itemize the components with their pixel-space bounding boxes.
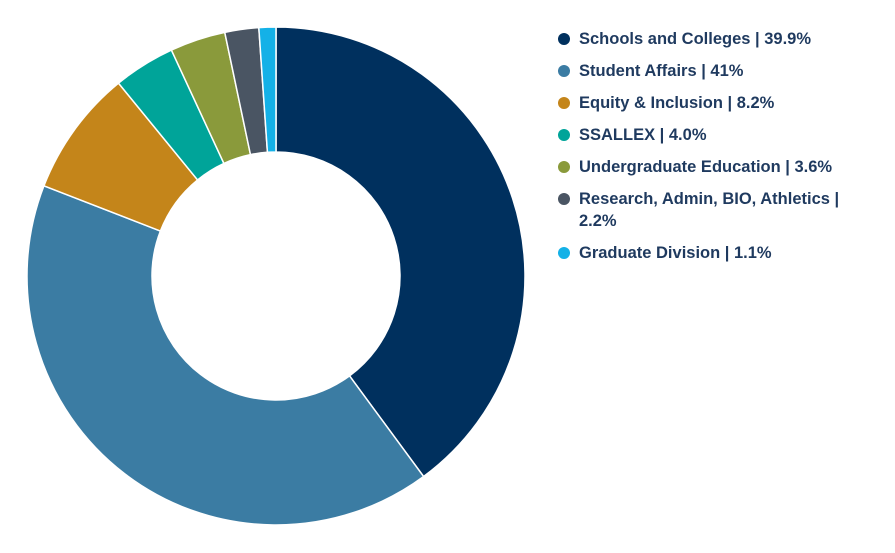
legend-swatch — [558, 33, 570, 45]
legend-swatch — [558, 247, 570, 259]
legend-item-schools-and-colleges: Schools and Colleges | 39.9% — [558, 28, 878, 50]
legend-item-student-affairs: Student Affairs | 41% — [558, 60, 878, 82]
legend-swatch — [558, 193, 570, 205]
legend-swatch — [558, 97, 570, 109]
donut-chart — [26, 26, 526, 526]
chart-legend: Schools and Colleges | 39.9% Student Affa… — [558, 28, 878, 274]
legend-label: Equity & Inclusion | 8.2% — [579, 94, 775, 112]
legend-swatch — [558, 65, 570, 77]
slice-schools-and-colleges — [275, 26, 526, 478]
legend-item-graduate-division: Graduate Division | 1.1% — [558, 242, 878, 264]
legend-item-undergraduate-education: Undergraduate Education | 3.6% — [558, 156, 878, 178]
legend-item-equity-inclusion: Equity & Inclusion | 8.2% — [558, 92, 878, 114]
legend-item-ssallex: SSALLEX | 4.0% — [558, 124, 878, 146]
legend-label: Undergraduate Education | 3.6% — [579, 158, 833, 176]
legend-item-research-admin-bio-athletics: Research, Admin, BIO, Athletics | 2.2% — [558, 188, 878, 232]
legend-label: Schools and Colleges | 39.9% — [579, 30, 812, 48]
legend-label: Student Affairs | 41% — [579, 62, 744, 80]
slice-graduate-division — [258, 26, 277, 154]
legend-swatch — [558, 161, 570, 173]
legend-label: SSALLEX | 4.0% — [579, 126, 707, 144]
legend-label: Research, Admin, BIO, Athletics | 2.2% — [579, 190, 840, 230]
legend-label: Graduate Division | 1.1% — [579, 244, 772, 262]
legend-swatch — [558, 129, 570, 141]
slice-student-affairs — [26, 184, 425, 526]
